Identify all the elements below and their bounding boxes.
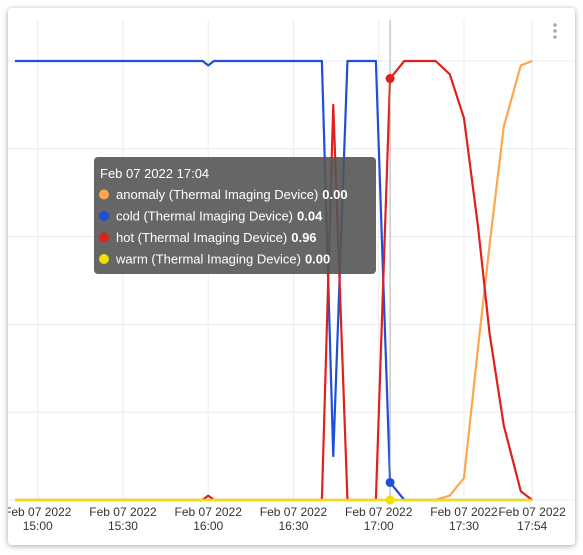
- x-tick-label: Feb 07 2022 17:30: [430, 505, 498, 533]
- x-tick-label: Feb 07 2022 15:30: [89, 505, 157, 533]
- series-value: 0.04: [297, 209, 323, 224]
- tooltip-row: cold (Thermal Imaging Device) 0.04: [116, 209, 323, 224]
- x-tick-label: Feb 07 2022 17:54: [498, 505, 566, 533]
- series-value: 0.00: [322, 187, 347, 202]
- series-value: 0.00: [305, 252, 330, 267]
- plot: [15, 20, 533, 505]
- hover-point: [385, 477, 395, 487]
- x-axis: Feb 07 2022 15:00 Feb 07 2022 15:30 Feb 07 2…: [4, 505, 566, 533]
- x-tick-label: Feb 07 2022 16:00: [175, 505, 243, 533]
- tooltip-row: warm (Thermal Imaging Device) 0.00: [115, 252, 330, 267]
- card: [8, 8, 575, 545]
- series-name: warm (Thermal Imaging Device): [115, 252, 301, 267]
- series-name: hot (Thermal Imaging Device): [116, 230, 287, 245]
- menu-button[interactable]: [553, 23, 557, 39]
- legend-dot: [99, 232, 109, 243]
- legend-dot: [99, 211, 109, 221]
- hover-point: [385, 74, 395, 84]
- tooltip-row: anomaly (Thermal Imaging Device) 0.00: [116, 187, 348, 202]
- series-value: 0.96: [291, 230, 316, 245]
- tooltip: Feb 07 2022 17:04 anomaly (Thermal Imagin…: [94, 157, 376, 274]
- series-name: anomaly (Thermal Imaging Device): [116, 187, 318, 202]
- tooltip-title: Feb 07 2022 17:04: [100, 166, 209, 181]
- series-line: [15, 59, 533, 502]
- tooltip-row: hot (Thermal Imaging Device) 0.96: [116, 230, 317, 245]
- x-tick-label: Feb 07 2022 17:00: [345, 505, 413, 533]
- legend-dot: [99, 254, 109, 264]
- legend-dot: [99, 189, 109, 200]
- x-tick-label: Feb 07 2022 16:30: [260, 505, 328, 533]
- tooltip-box: [94, 157, 376, 274]
- x-tick-label: Feb 07 2022 15:00: [4, 505, 72, 533]
- hover-point: [385, 495, 395, 505]
- series-name: cold (Thermal Imaging Device): [116, 209, 293, 224]
